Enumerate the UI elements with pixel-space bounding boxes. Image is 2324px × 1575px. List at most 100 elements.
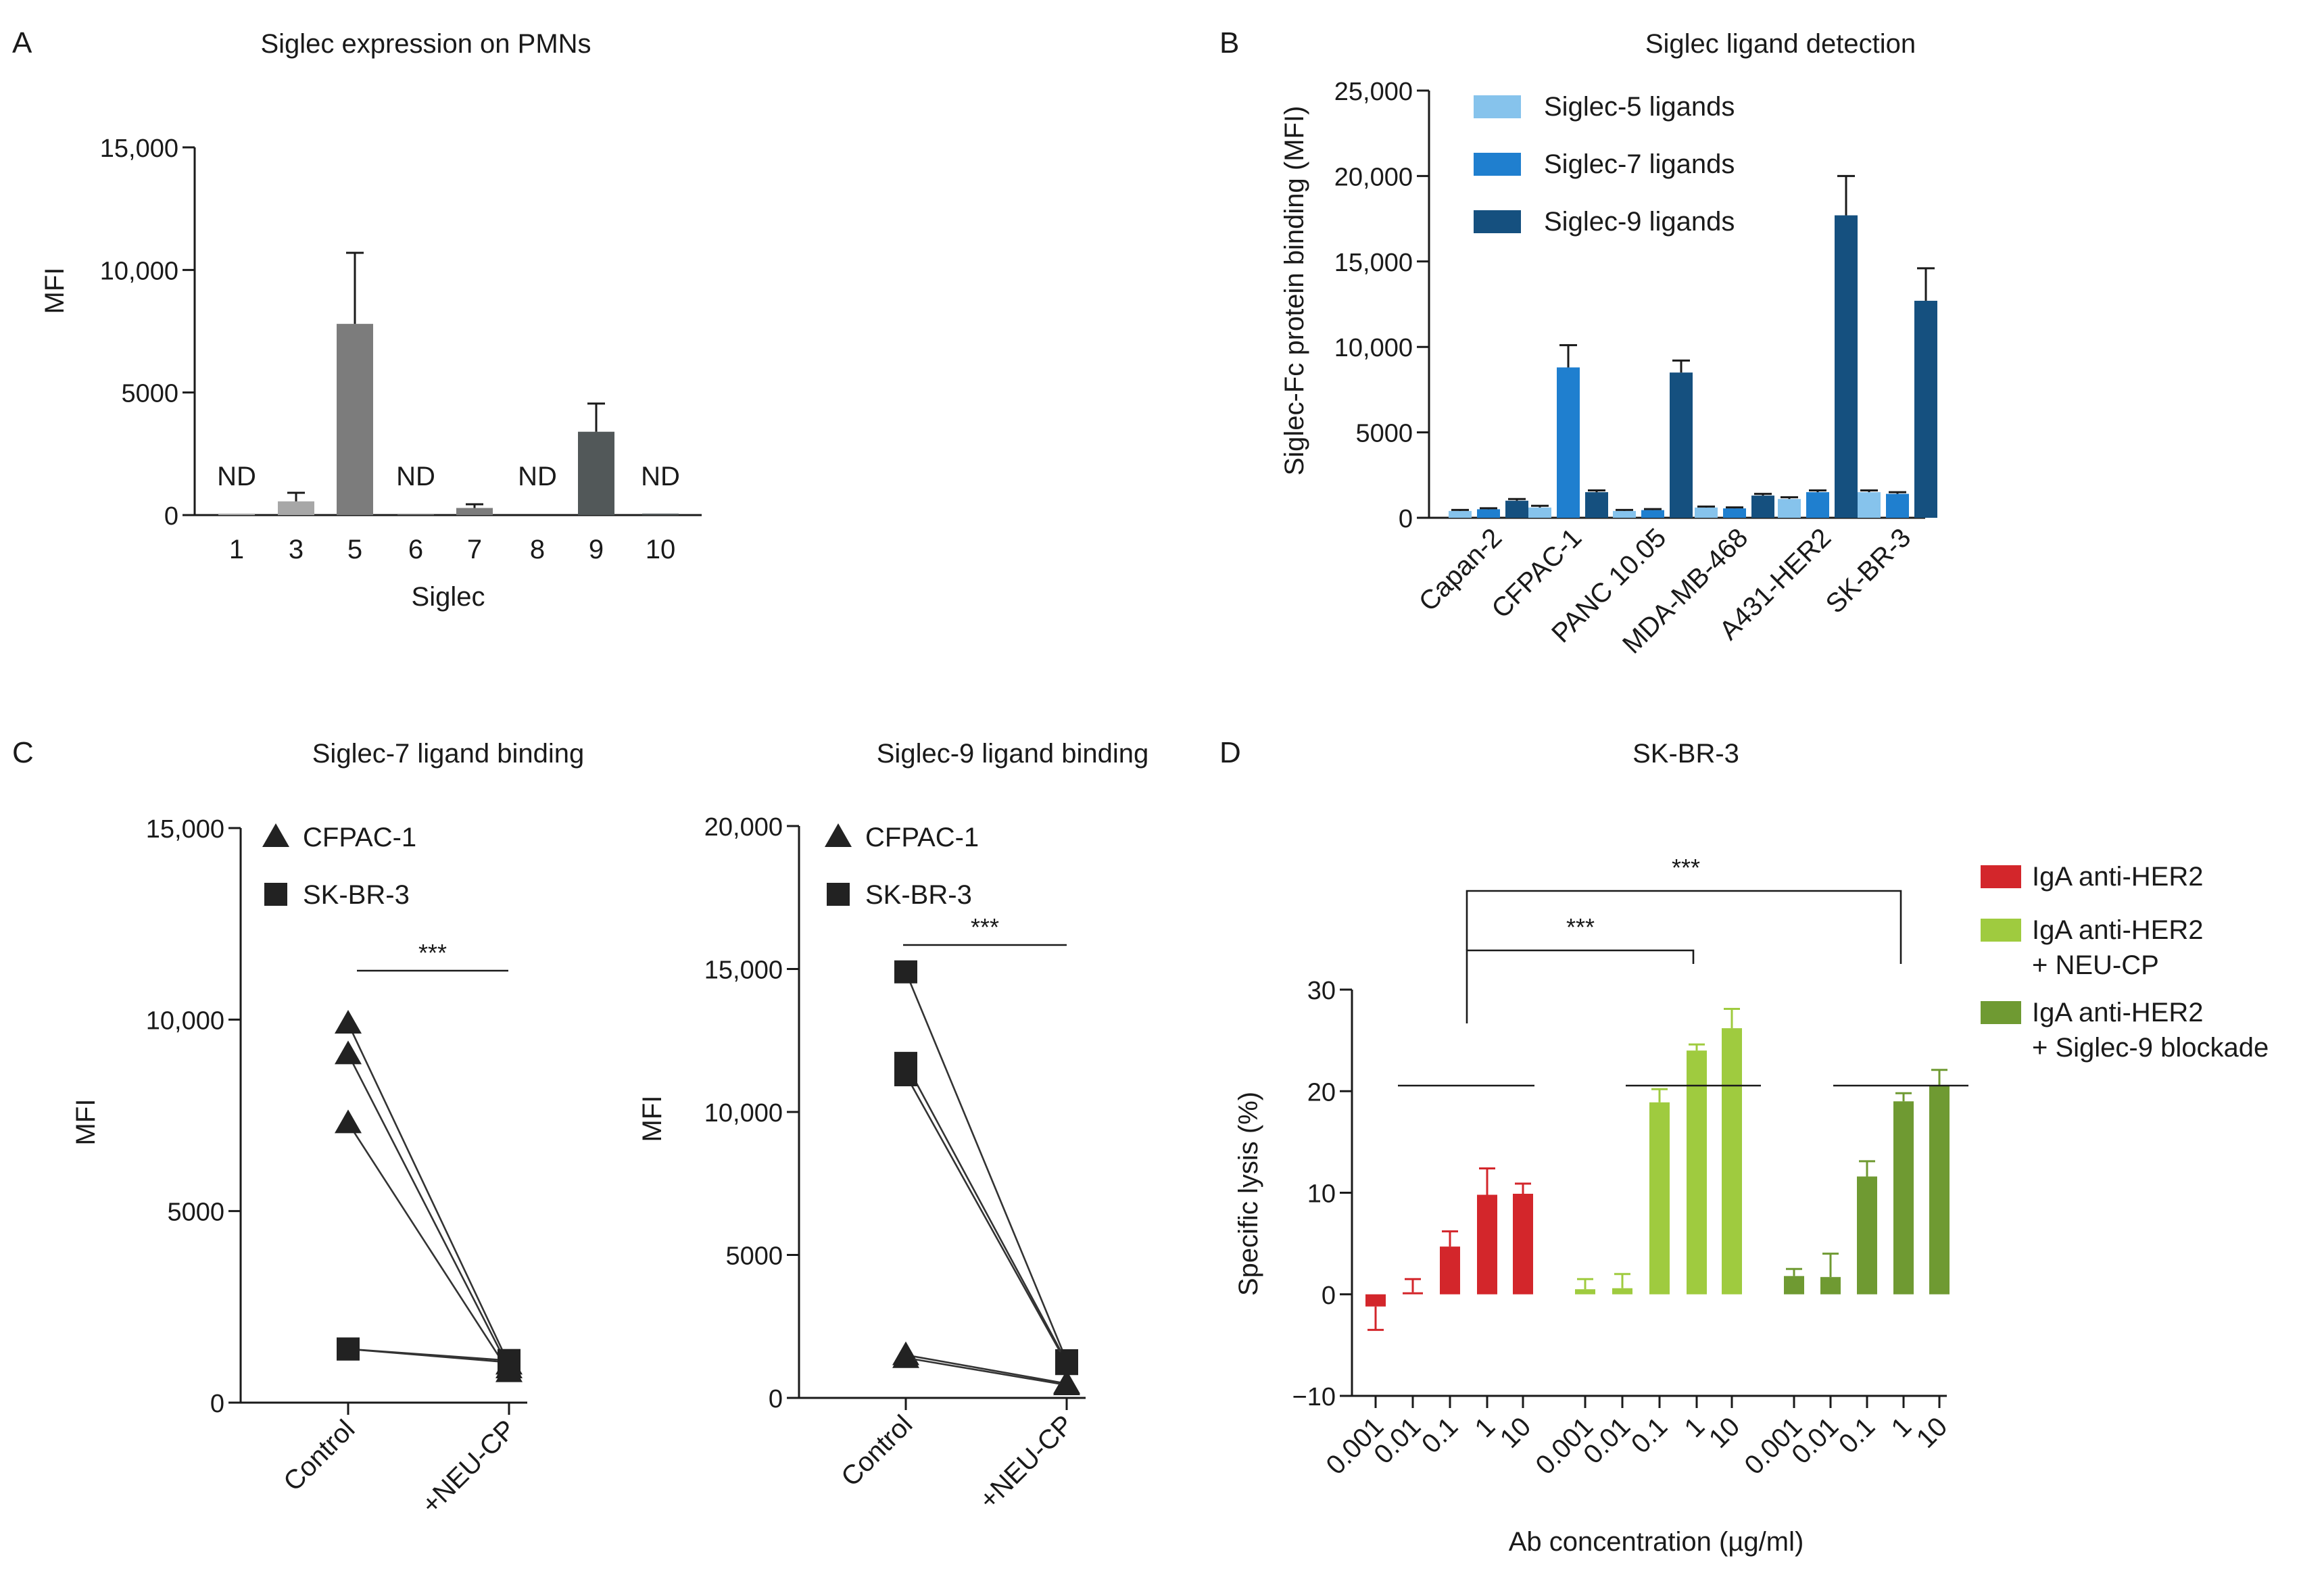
annotation-nd-A: ND [217,462,256,491]
significance-marker-C2: *** [971,913,999,941]
y-tick-label-C2: 10,000 [704,1099,783,1128]
panel-letter-D: D [1219,736,1241,769]
y-axis-label-C2: MFI [637,1096,667,1142]
y-tick-label-D: −10 [1292,1383,1336,1411]
legend-swatch-D [1981,1001,2021,1024]
x-tick-label-A: 9 [589,535,604,564]
bar-B [1695,507,1718,518]
marker-triangle-C1-legend [262,823,289,847]
marker-triangle-C2 [892,1344,919,1368]
y-tick-label-B: 20,000 [1334,163,1413,191]
marker-triangle-C1 [335,1010,362,1034]
significance-marker-D: *** [1672,854,1700,881]
chart-title-C1: Siglec-7 ligand binding [312,739,585,769]
legend-label-D: IgA anti-HER2 [2032,915,2203,945]
significance-bracket-D [1466,949,1695,1023]
x-tick-label-A: 6 [408,535,423,564]
bar-B [1886,493,1909,518]
legend-label-C2: SK-BR-3 [865,880,972,910]
connector-line-C1 [347,1122,510,1373]
chart-title-D: SK-BR-3 [1632,739,1739,769]
x-tick-label-D: 10 [1911,1411,1954,1454]
bar-B [1449,510,1472,518]
bar-A [456,508,493,515]
x-axis-label-D: Ab concentration (µg/ml) [1509,1527,1804,1557]
marker-square-C1-legend [264,883,287,906]
y-tick-label-C2: 15,000 [704,956,783,985]
bar-D [1365,1294,1386,1307]
marker-triangle-C1 [335,1109,362,1134]
connector-line-C1 [347,1348,510,1363]
bar-A [278,501,314,515]
legend-swatch-B [1474,153,1521,176]
x-tick-label-C2: Control [836,1409,918,1492]
legend-label-C1: SK-BR-3 [303,880,410,910]
x-tick-label-A: 1 [229,535,244,564]
y-tick-label-A: 10,000 [100,257,178,285]
bar-B [1858,492,1881,518]
x-tick-label-A: 8 [530,535,545,564]
significance-marker-C1: *** [418,939,447,967]
marker-triangle-C2-legend [825,823,852,847]
marker-triangle-C2 [1053,1371,1080,1395]
bar-D [1612,1288,1632,1294]
connector-line-C1 [347,1023,510,1365]
marker-square-C2 [894,1063,917,1087]
bar-D [1477,1194,1497,1294]
x-tick-label-D: 1 [1886,1411,1918,1443]
bar-D [1857,1176,1877,1294]
legend-label-B: Siglec-5 ligands [1544,92,1735,122]
x-tick-label-A: 10 [646,535,676,564]
legend-swatch-D [1981,919,2021,942]
legend-label-C1: CFPAC-1 [303,823,416,852]
bar-B [1477,509,1500,518]
bar-D [1929,1086,1950,1294]
connector-line-C2 [904,1063,1068,1363]
legend-swatch-B [1474,210,1521,233]
x-tick-label-C2: +NEU-CP [973,1409,1079,1515]
x-tick-label-D: 1 [1679,1411,1711,1443]
panel-letter-C: C [12,736,34,769]
x-tick-label-A: 3 [289,535,304,564]
bar-B [1613,510,1636,518]
bar-A [642,513,679,515]
bar-D [1722,1028,1742,1294]
panel-letter-A: A [12,26,32,59]
x-tick-label-B: SK-BR-3 [1820,523,1917,619]
x-tick-label-C1: Control [278,1414,360,1497]
marker-square-C2 [894,960,917,984]
bar-B [1557,367,1580,518]
y-tick-label-A: 0 [164,502,178,531]
annotation-nd-A: ND [641,462,680,491]
y-tick-label-B: 10,000 [1334,334,1413,362]
legend-swatch-B [1474,95,1521,118]
y-tick-label-C2: 20,000 [704,813,783,842]
x-tick-label-D: 10 [1495,1411,1537,1454]
bar-B [1641,510,1664,518]
y-axis-label-C1: MFI [71,1099,101,1146]
panel-letter-B: B [1219,26,1239,59]
bar-B [1914,300,1937,518]
bar-D [1513,1194,1533,1294]
y-tick-label-A: 5000 [121,380,178,408]
chart-title-C2: Siglec-9 ligand binding [877,739,1149,769]
x-tick-label-D: 10 [1703,1411,1746,1454]
y-tick-label-B: 0 [1399,505,1413,533]
y-axis-label-B: Siglec-Fc protein binding (MFI) [1280,106,1309,476]
bar-B [1528,507,1551,518]
annotation-nd-A: ND [396,462,435,491]
legend-label-C2: CFPAC-1 [865,823,979,852]
marker-square-C2-legend [827,883,850,906]
connector-line-C1 [347,1053,510,1369]
legend-label-D: IgA anti-HER2 [2032,998,2203,1027]
legend-label-B: Siglec-9 ligands [1544,207,1735,237]
y-tick-label-B: 25,000 [1334,78,1413,106]
y-tick-label-A: 15,000 [100,135,178,163]
y-axis-label-D: Specific lysis (%) [1234,1092,1263,1296]
y-tick-label-B: 15,000 [1334,249,1413,277]
x-tick-label-D: 0.1 [1833,1411,1881,1459]
bar-B [1585,492,1608,518]
bar-A [397,514,434,515]
bar-B [1670,372,1693,518]
